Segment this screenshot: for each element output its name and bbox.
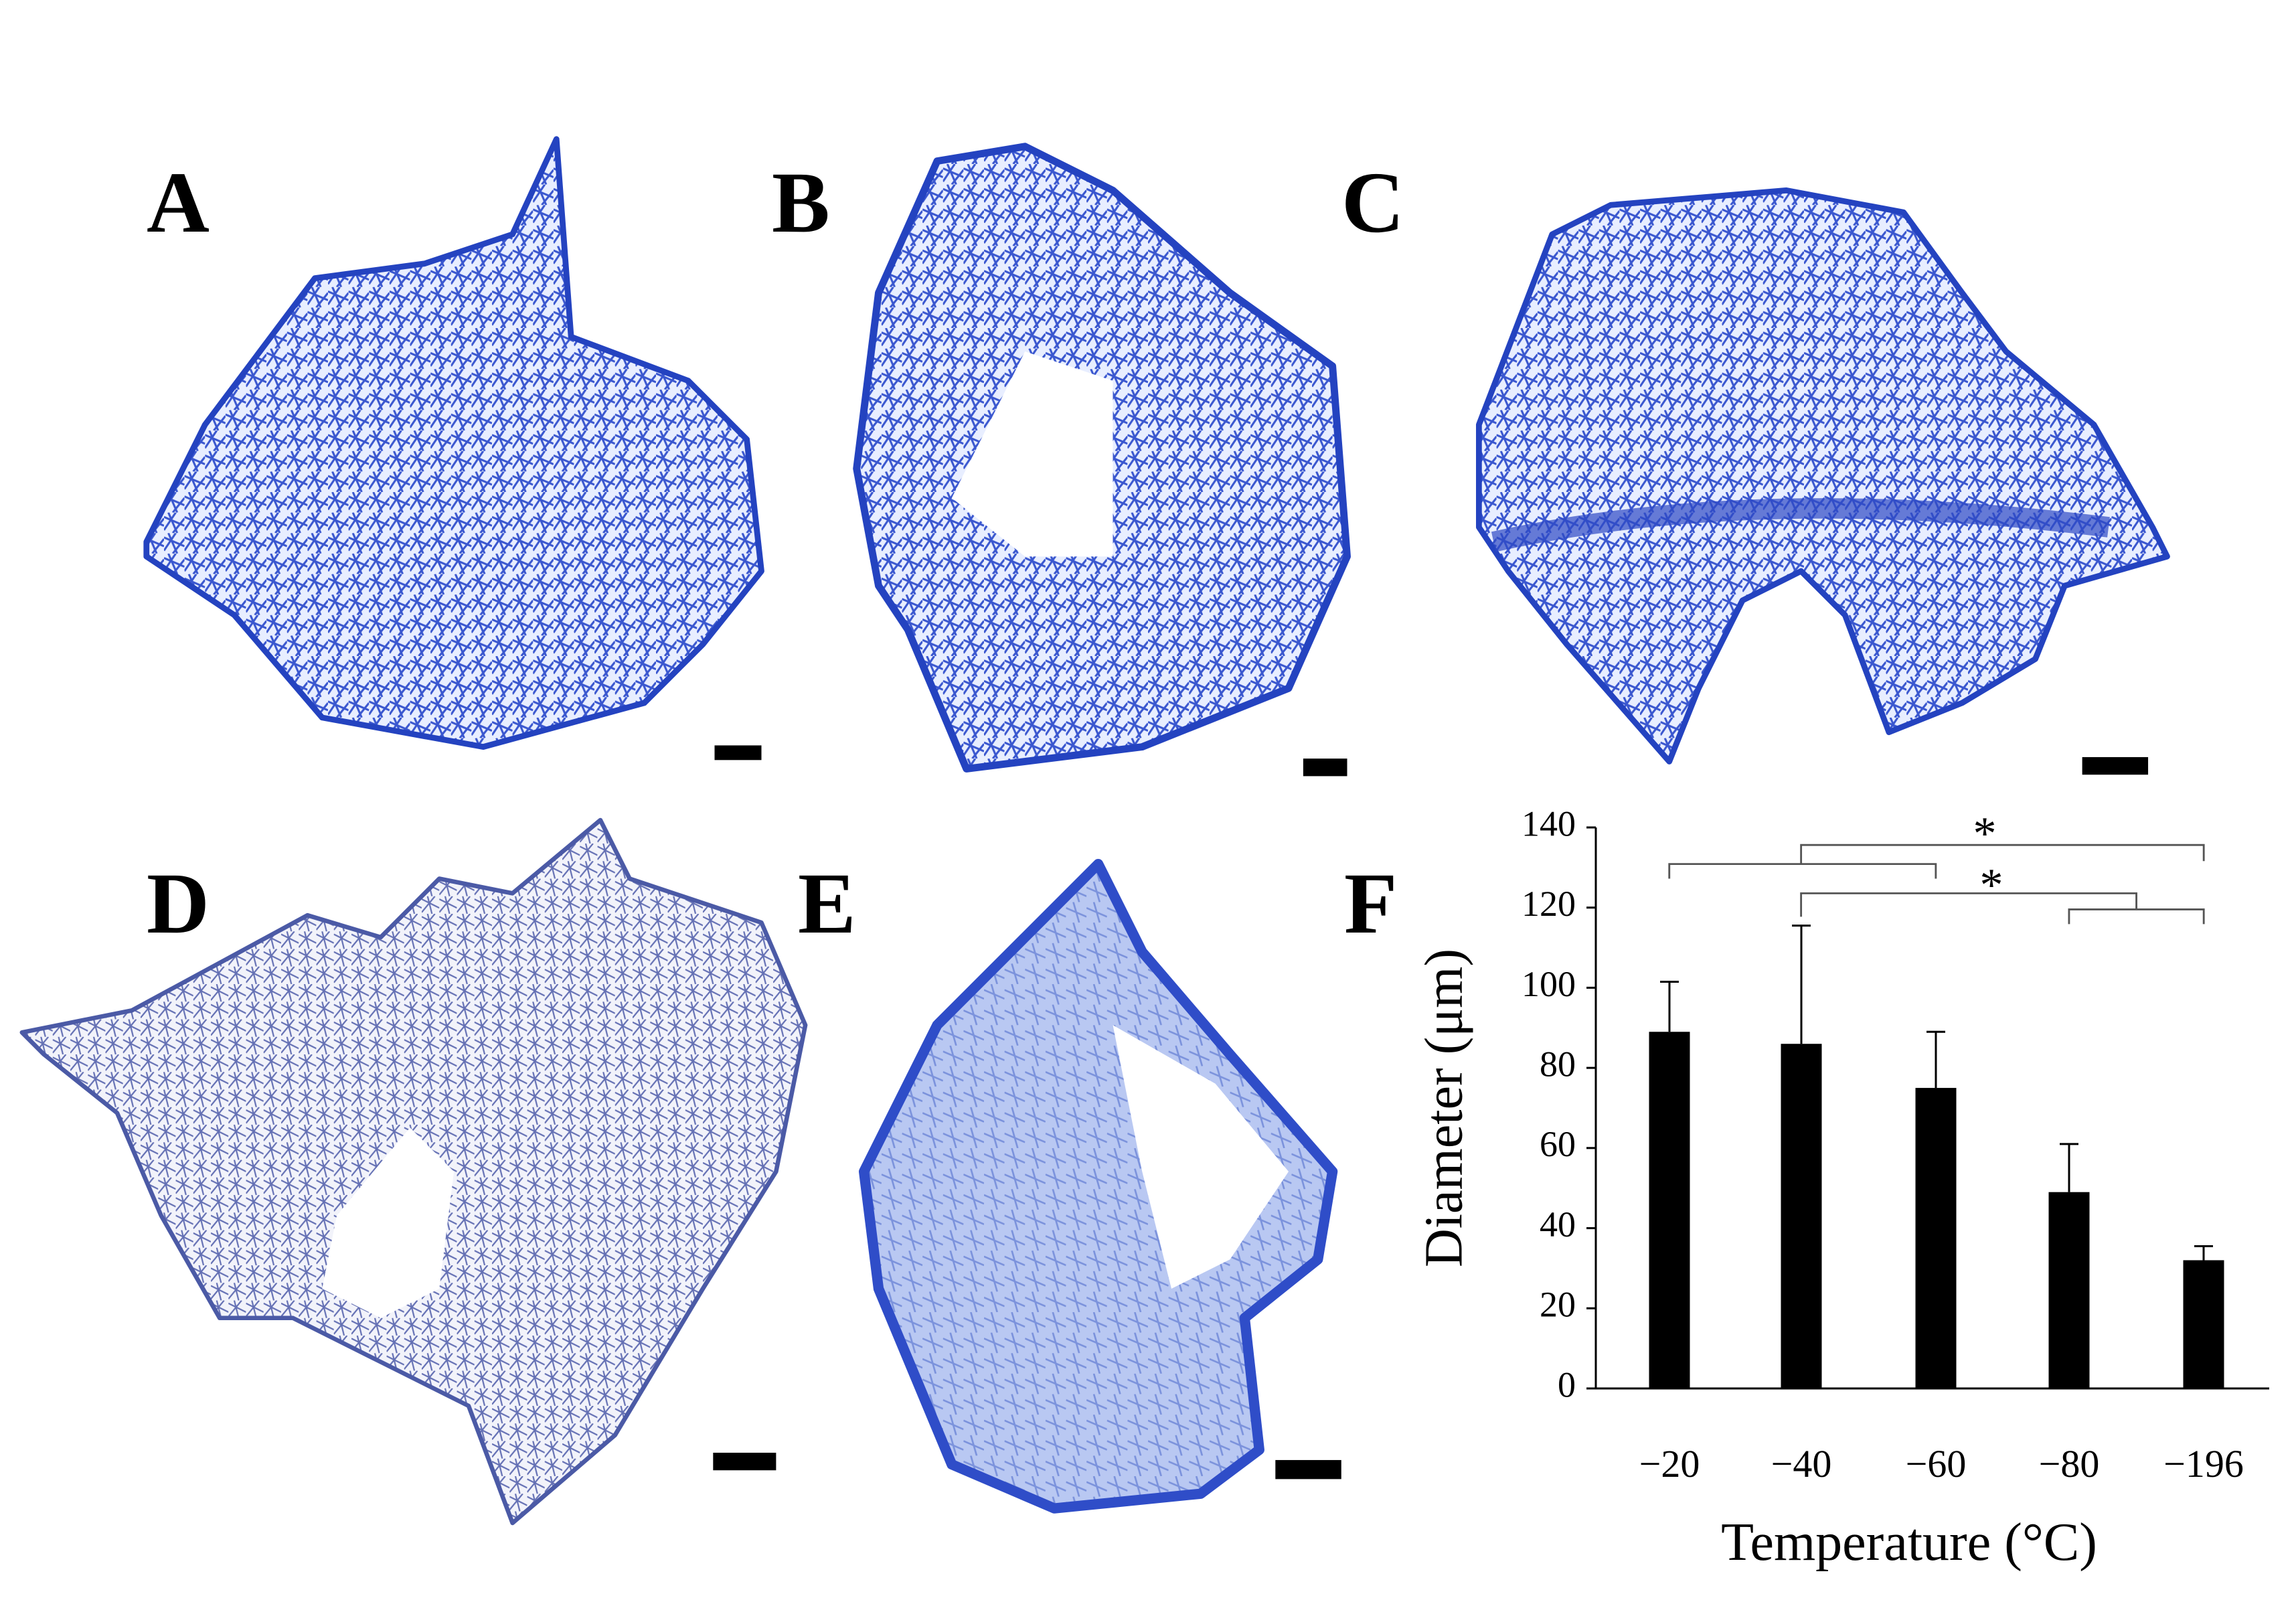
bracket <box>1668 863 1937 879</box>
bar <box>2183 1260 2224 1388</box>
micrographs <box>19 136 2205 1526</box>
panel-label: C <box>1341 155 1404 251</box>
y-tick-label: 60 <box>1540 1124 1576 1164</box>
panel-label: F <box>1344 856 1397 952</box>
scale-bar <box>713 1453 776 1471</box>
x-tick-label: −80 <box>2039 1442 2100 1486</box>
bar <box>1915 1088 1957 1388</box>
x-axis-title: Temperature (°C) <box>1721 1513 2097 1572</box>
y-tick-label: 120 <box>1522 884 1576 924</box>
x-tick-label: −20 <box>1639 1442 1700 1486</box>
y-tick-label: 100 <box>1522 964 1576 1004</box>
y-tick-label: 40 <box>1540 1204 1576 1245</box>
y-axis-title: Diameter (μm) <box>1414 949 1473 1267</box>
y-tick-label: 0 <box>1558 1364 1576 1405</box>
scaffold-b-hole <box>951 351 1113 557</box>
scale-bar <box>1275 1459 1341 1479</box>
scaffold-a <box>143 136 764 750</box>
scale-bar <box>714 745 762 761</box>
bar <box>2048 1192 2090 1388</box>
bar <box>1649 1032 1690 1388</box>
scale-bar <box>1303 758 1347 777</box>
significance-brackets <box>1668 844 2205 925</box>
x-tick-label: −40 <box>1771 1442 1832 1486</box>
y-tick-label: 140 <box>1522 803 1576 844</box>
significance-star: * <box>1973 808 1997 860</box>
significance-star: * <box>1980 860 2003 911</box>
scaffold-d-hole <box>322 1127 455 1318</box>
y-tick-label: 20 <box>1540 1285 1576 1325</box>
bar <box>1781 1044 1822 1388</box>
y-tick-label: 80 <box>1540 1044 1576 1085</box>
x-tick-label: −60 <box>1906 1442 1967 1486</box>
scaffold-c-band <box>1491 498 2110 552</box>
scaffold-c <box>1476 187 2170 765</box>
bracket <box>1800 844 2205 864</box>
panel-label: E <box>798 856 856 952</box>
panel-label: B <box>772 155 830 251</box>
scaffold-e <box>858 858 1338 1514</box>
x-tick-label: −196 <box>2163 1442 2244 1486</box>
panel-label: D <box>147 856 210 952</box>
scaffold-e-hole <box>1113 1025 1289 1289</box>
bracket <box>1800 892 2137 917</box>
panel-label: A <box>147 155 210 251</box>
scale-bar <box>2082 756 2149 775</box>
bracket <box>2068 908 2205 925</box>
